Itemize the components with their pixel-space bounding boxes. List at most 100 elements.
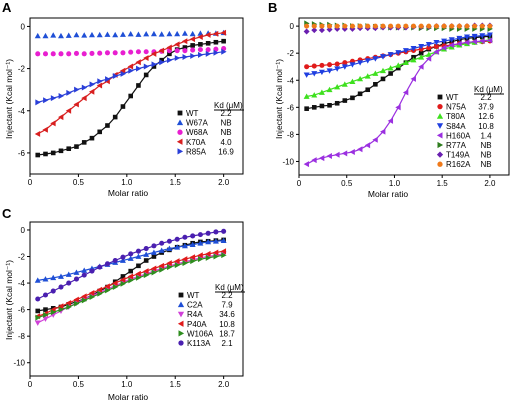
legend-marker-K70A [176, 138, 183, 145]
data-point-W67A [65, 32, 72, 38]
legend-marker-P40A [177, 320, 184, 327]
data-point-R85A [213, 49, 219, 56]
data-point-S84A [380, 54, 386, 60]
data-point-C2A [119, 257, 126, 263]
series-K70A [34, 29, 227, 137]
data-point-W68A [128, 49, 134, 55]
data-point-C2A [205, 238, 212, 245]
data-point-P40A [205, 250, 211, 257]
data-point-H160A [334, 151, 340, 158]
data-point-K70A [143, 55, 149, 62]
data-point-K70A [42, 126, 48, 133]
data-point-T80A [357, 75, 364, 82]
data-point-T80A [425, 51, 432, 57]
data-point-K113A [128, 251, 134, 257]
data-point-WT [388, 71, 393, 76]
data-point-T80A [341, 81, 348, 87]
data-point-H160A [395, 104, 401, 111]
data-point-WT [205, 40, 211, 46]
data-point-P40A [127, 273, 134, 280]
panel-c-y-axis-title: Injectant (Kcal mol⁻¹) [4, 260, 14, 340]
data-point-WT [151, 64, 157, 69]
data-point-W68A [112, 50, 118, 56]
legend-label-R4A: R4A [187, 310, 203, 319]
data-point-C2A [189, 241, 196, 247]
data-point-R85A [128, 67, 134, 74]
data-point-C2A [57, 273, 64, 279]
plot-frame [298, 17, 510, 176]
data-point-K113A [42, 292, 49, 298]
series-K113A [35, 228, 227, 302]
data-point-K113A [35, 296, 41, 302]
data-point-P40A [119, 276, 126, 283]
data-point-R162A [395, 23, 401, 29]
data-point-K113A [104, 261, 110, 267]
y-tick-label: 0 [290, 22, 295, 31]
data-point-WT [136, 263, 141, 269]
legend-kd-WT: 2.2 [480, 93, 492, 102]
data-point-S84A [387, 52, 394, 58]
y-tick-label: -2 [18, 253, 26, 262]
data-point-K113A [81, 272, 87, 278]
data-point-P40A [197, 252, 203, 259]
data-point-K113A [190, 233, 196, 239]
data-point-S84A [425, 42, 432, 48]
data-point-T149A [311, 27, 318, 34]
series-WT [35, 38, 226, 158]
data-point-K70A [127, 63, 134, 70]
data-point-W106A [89, 294, 95, 300]
data-point-N75A [334, 61, 340, 67]
data-point-WT [81, 140, 87, 145]
data-point-H160A [418, 63, 424, 70]
data-point-WT [221, 38, 226, 44]
x-tick-label: 0.5 [341, 179, 353, 188]
panel-b-y-axis-title: Injectant (Kcal mol⁻¹) [274, 59, 284, 139]
legend-kd-R4A: 34.6 [219, 310, 235, 319]
data-point-P40A [81, 293, 87, 300]
x-tick-label: 1.0 [121, 380, 133, 389]
y-tick-label: -2 [18, 65, 26, 74]
data-point-R162A [403, 23, 409, 29]
legend-label-R162A: R162A [446, 160, 471, 169]
legend-kd-R77A: NB [480, 141, 491, 150]
data-point-K113A [97, 264, 103, 270]
data-point-T149A [303, 28, 310, 35]
y-tick-label: -4 [287, 76, 295, 85]
data-point-W67A [119, 31, 126, 37]
data-point-W67A [57, 32, 64, 39]
y-tick-label: -6 [18, 149, 26, 158]
data-point-W67A [73, 31, 80, 38]
data-point-WT [342, 98, 348, 103]
data-point-W68A [66, 51, 72, 57]
data-point-W67A [135, 31, 142, 37]
data-point-S84A [418, 44, 425, 50]
data-point-R85A [50, 95, 57, 102]
legend-kd-H160A: 1.4 [480, 131, 492, 140]
data-point-K70A [181, 38, 188, 45]
data-point-K113A [221, 228, 227, 234]
data-point-C2A [166, 245, 173, 251]
data-point-H160A [425, 55, 432, 62]
data-point-W67A [42, 32, 49, 39]
data-point-W106A [174, 262, 181, 269]
data-point-W67A [104, 31, 111, 37]
data-point-S84A [486, 32, 493, 38]
data-point-R162A [311, 23, 317, 29]
data-point-K113A [143, 246, 149, 252]
data-point-R85A [205, 50, 212, 57]
data-point-R85A [174, 55, 181, 62]
y-tick-label: 0 [21, 22, 26, 31]
data-point-N75A [342, 60, 348, 66]
data-point-S84A [334, 66, 341, 72]
data-point-S84A [372, 56, 379, 62]
data-point-S84A [479, 33, 486, 39]
data-point-R85A [120, 70, 126, 77]
data-point-WT [43, 307, 48, 312]
data-point-W67A [50, 32, 57, 38]
legend-marker-R162A [437, 161, 443, 167]
data-point-H160A [441, 44, 447, 51]
data-point-WT [182, 45, 188, 50]
data-point-P40A [158, 262, 165, 269]
data-point-W67A [96, 31, 103, 38]
data-point-H160A [372, 136, 378, 143]
